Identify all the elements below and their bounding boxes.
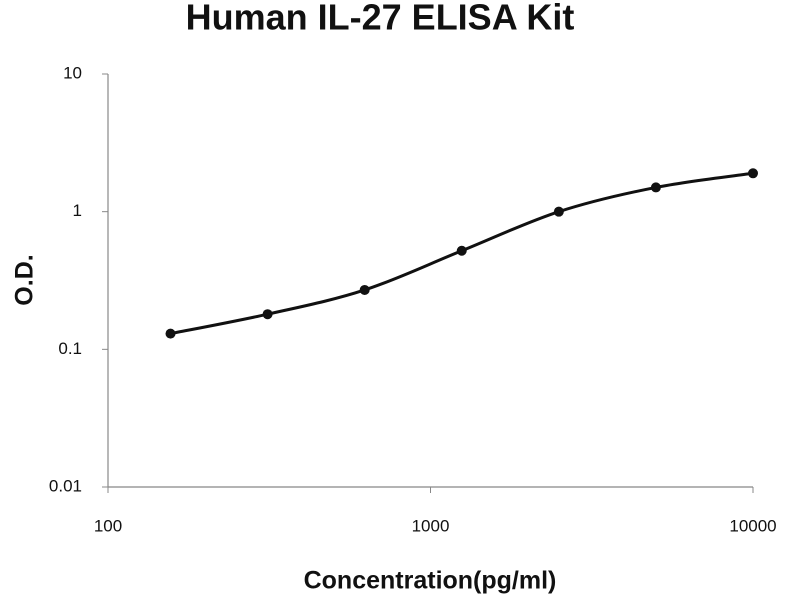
y-tick-label: 1 xyxy=(73,201,82,220)
chart-title: Human IL-27 ELISA Kit xyxy=(186,0,575,38)
data-point xyxy=(262,309,273,320)
x-axis-label: Concentration(pg/ml) xyxy=(304,567,557,595)
data-point xyxy=(553,206,564,217)
data-point xyxy=(748,168,758,179)
y-tick-label: 0.01 xyxy=(49,476,82,495)
x-tick-label: 100 xyxy=(94,516,122,535)
data-point xyxy=(650,182,661,193)
y-axis-label: O.D. xyxy=(11,254,39,305)
data-point xyxy=(165,328,176,339)
y-tick-label: 0.1 xyxy=(58,339,82,358)
x-tick-label: 10000 xyxy=(729,516,776,535)
data-point xyxy=(456,245,467,256)
data-point xyxy=(359,284,370,295)
x-tick-label: 1000 xyxy=(412,516,450,535)
y-tick-label: 10 xyxy=(63,63,82,82)
